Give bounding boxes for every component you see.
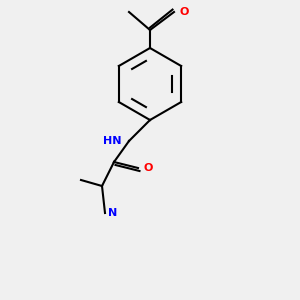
Text: O: O bbox=[180, 7, 189, 17]
Text: N: N bbox=[108, 208, 117, 218]
Text: HN: HN bbox=[103, 136, 122, 146]
Text: O: O bbox=[144, 163, 153, 173]
